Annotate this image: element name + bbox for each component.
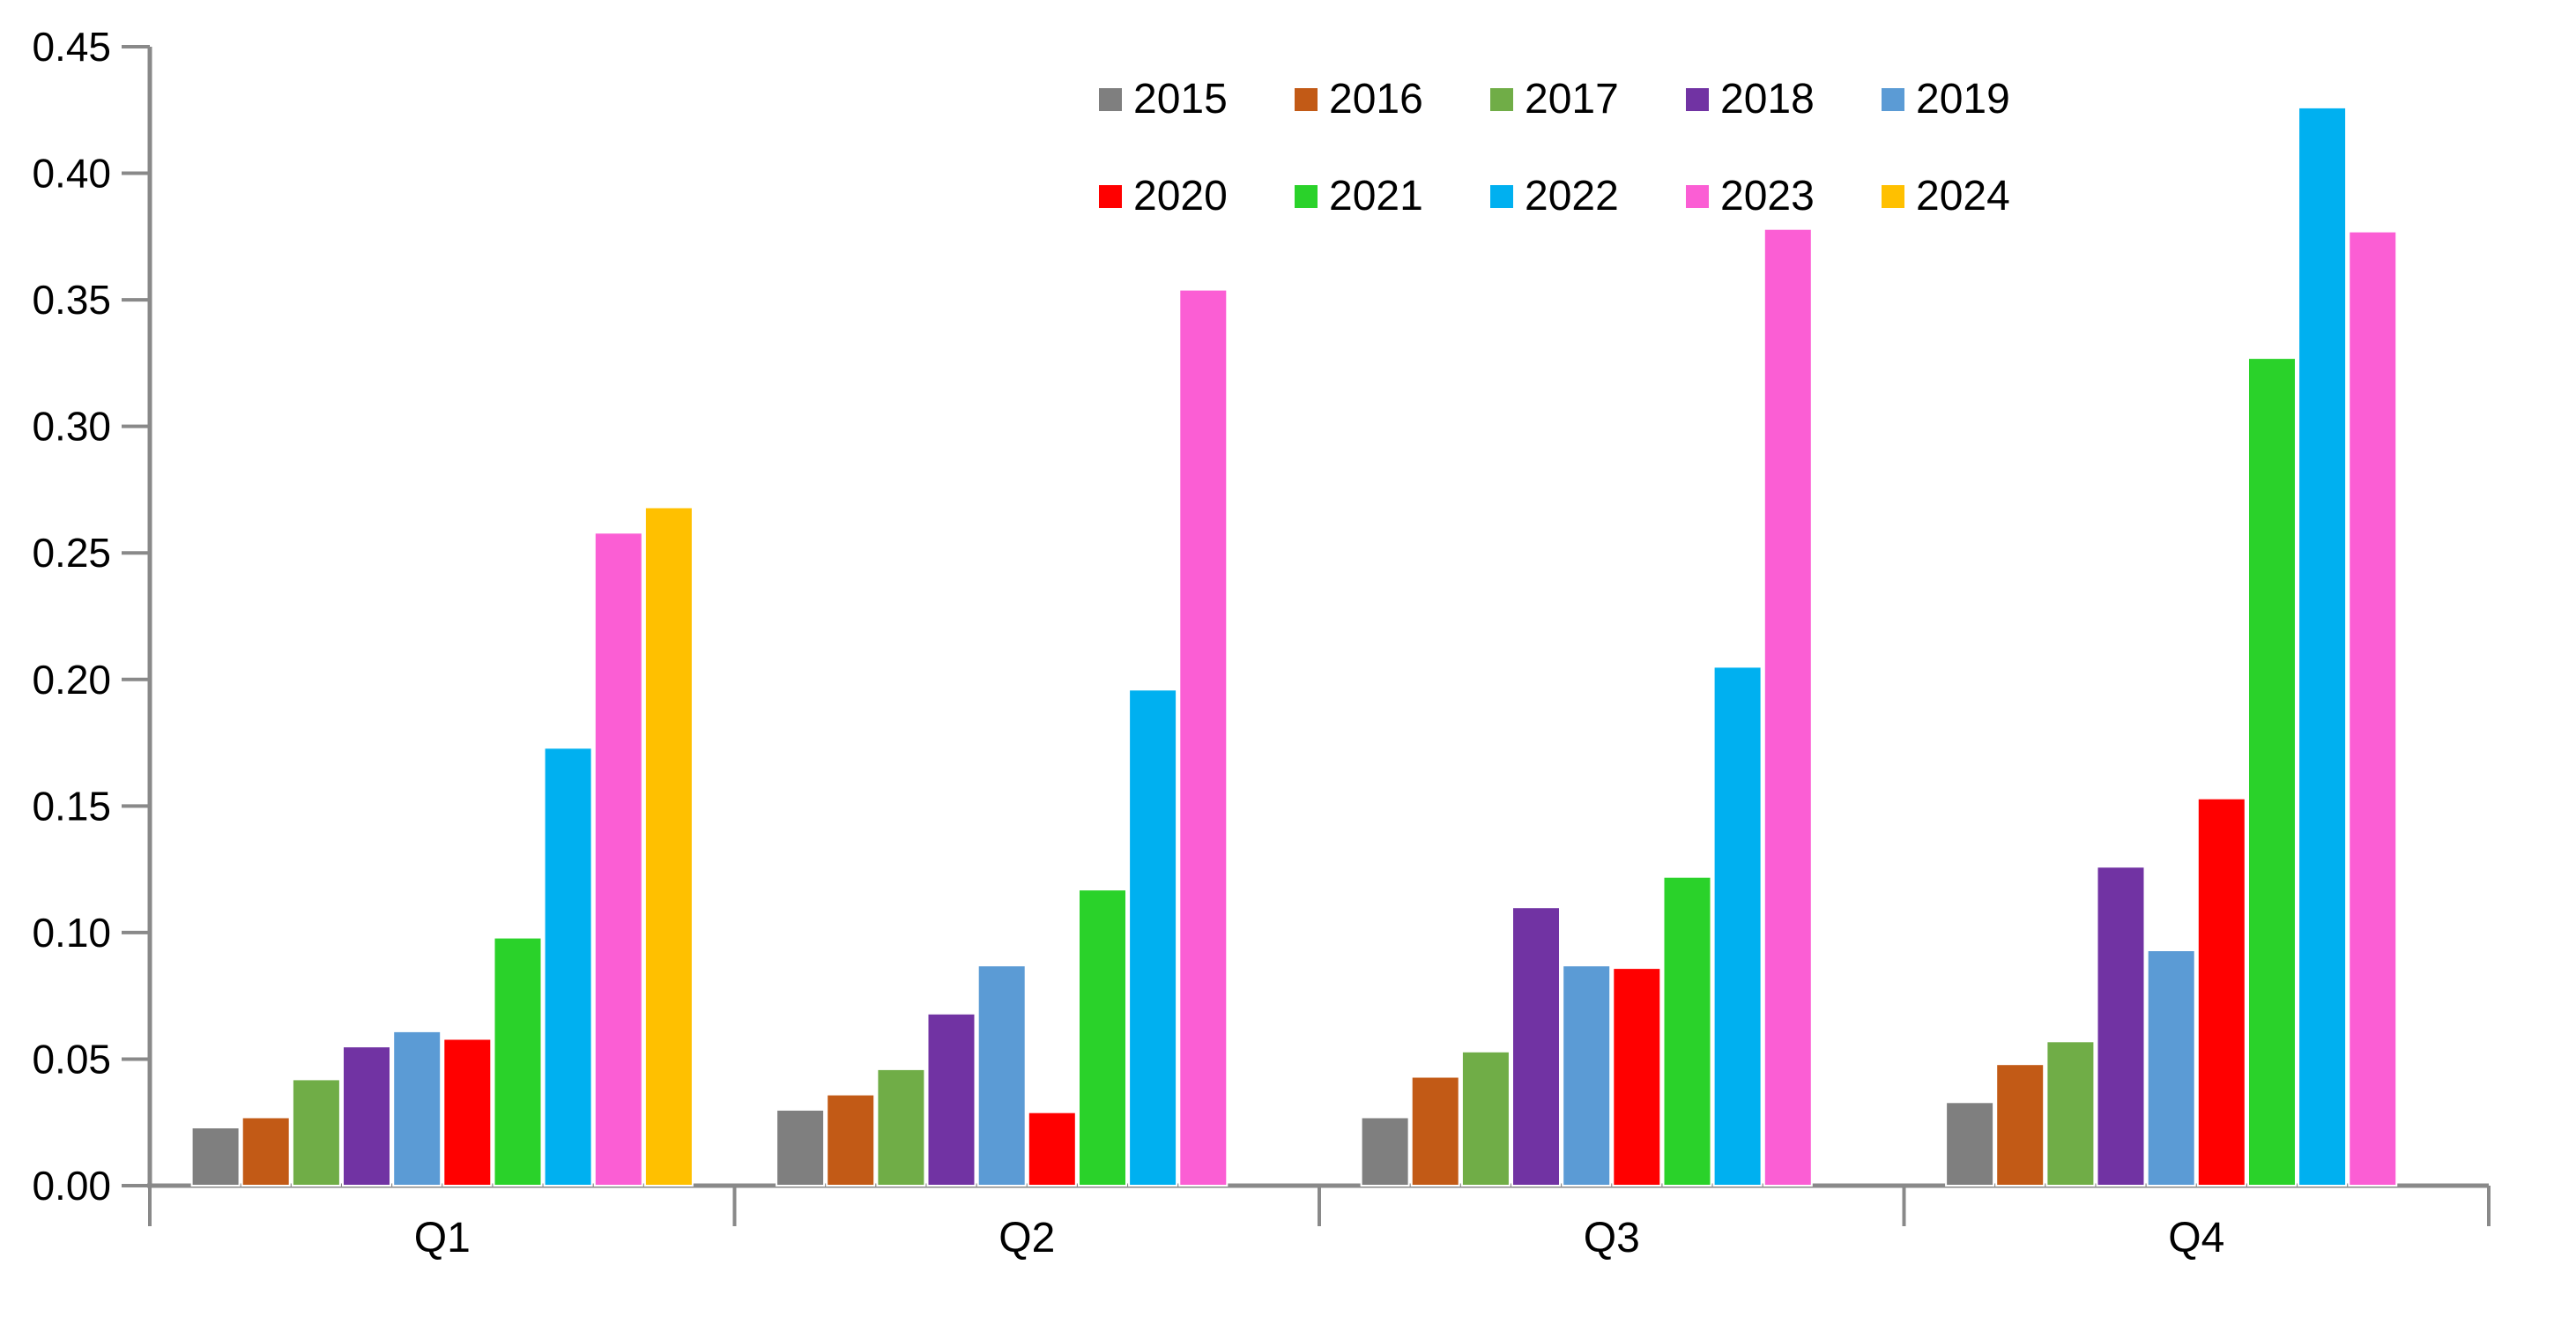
legend-swatch-icon <box>1295 185 1318 208</box>
legend-label: 2015 <box>1133 76 1228 123</box>
bar-2017-Q1 <box>291 1078 341 1187</box>
bar-2016-Q2 <box>826 1093 876 1187</box>
y-axis-tick-label: 0.40 <box>32 151 111 197</box>
legend-row: 2020 2021 2022 2023 2024 <box>1099 148 2077 245</box>
bar-2024-Q1 <box>643 506 694 1187</box>
legend-item-2022: 2022 <box>1490 175 1686 218</box>
bar-2021-Q2 <box>1078 889 1127 1187</box>
y-axis-tick-label: 0.10 <box>32 910 111 956</box>
bar-2018-Q2 <box>926 1012 976 1187</box>
bar-2023-Q2 <box>1178 288 1229 1187</box>
legend-item-2019: 2019 <box>1882 78 2077 121</box>
legend-swatch-icon <box>1099 185 1122 208</box>
bar-2020-Q1 <box>442 1038 493 1187</box>
legend-item-2018: 2018 <box>1686 78 1882 121</box>
legend-item-2016: 2016 <box>1295 78 1490 121</box>
bar-2020-Q2 <box>1027 1111 1077 1187</box>
bar-2022-Q2 <box>1128 688 1178 1187</box>
legend-item-2024: 2024 <box>1882 175 2077 218</box>
y-axis-tick-label: 0.35 <box>32 277 111 323</box>
legend-swatch-icon <box>1686 185 1709 208</box>
legend-label: 2022 <box>1525 173 1619 220</box>
legend-swatch-icon <box>1490 185 1513 208</box>
legend-swatch-icon <box>1295 88 1318 111</box>
bar-2016-Q1 <box>241 1116 291 1187</box>
bar-2022-Q1 <box>543 747 593 1187</box>
y-axis-tick-label: 0.15 <box>32 783 111 829</box>
legend-label: 2024 <box>1916 173 2010 220</box>
bar-2017-Q2 <box>876 1068 926 1187</box>
y-axis-tick-label: 0.05 <box>32 1036 111 1082</box>
bar-2019-Q4 <box>2146 949 2196 1187</box>
bar-2016-Q3 <box>1410 1075 1460 1187</box>
legend-item-2023: 2023 <box>1686 175 1882 218</box>
bar-2016-Q4 <box>1995 1063 2045 1187</box>
bar-2020-Q4 <box>2196 797 2246 1187</box>
bar-2019-Q1 <box>392 1030 442 1187</box>
x-axis-category-label: Q3 <box>1584 1215 1640 1261</box>
bar-2018-Q4 <box>2096 866 2146 1187</box>
legend-swatch-icon <box>1882 88 1904 111</box>
legend-item-2020: 2020 <box>1099 175 1295 218</box>
bar-2018-Q1 <box>342 1045 391 1187</box>
legend-label: 2021 <box>1329 173 1423 220</box>
chart-legend: 2015 2016 2017 2018 2019 2020 2021 2022 2023 2024 <box>1099 51 2077 245</box>
legend-item-2021: 2021 <box>1295 175 1490 218</box>
legend-item-2015: 2015 <box>1099 78 1295 121</box>
bar-2015-Q4 <box>1945 1101 1995 1187</box>
bar-2023-Q4 <box>2348 230 2398 1187</box>
bar-2015-Q1 <box>190 1127 241 1187</box>
legend-label: 2023 <box>1720 173 1815 220</box>
legend-swatch-icon <box>1882 185 1904 208</box>
bar-2017-Q3 <box>1460 1050 1511 1187</box>
bar-2017-Q4 <box>2045 1040 2096 1187</box>
legend-label: 2017 <box>1525 76 1619 123</box>
legend-swatch-icon <box>1099 88 1122 111</box>
legend-label: 2019 <box>1916 76 2010 123</box>
bar-2022-Q4 <box>2298 106 2348 1187</box>
bar-2019-Q2 <box>976 964 1027 1187</box>
bar-2021-Q1 <box>493 936 543 1187</box>
bar-2019-Q3 <box>1562 964 1612 1187</box>
legend-swatch-icon <box>1490 88 1513 111</box>
bar-2015-Q2 <box>776 1108 826 1187</box>
legend-item-2017: 2017 <box>1490 78 1686 121</box>
legend-label: 2016 <box>1329 76 1423 123</box>
bar-2015-Q3 <box>1360 1116 1410 1187</box>
legend-label: 2018 <box>1720 76 1815 123</box>
legend-label: 2020 <box>1133 173 1228 220</box>
y-axis-tick-label: 0.00 <box>32 1163 111 1209</box>
y-axis-tick-label: 0.25 <box>32 530 111 576</box>
bar-2023-Q1 <box>593 532 643 1187</box>
bar-2018-Q3 <box>1511 906 1561 1187</box>
bar-2020-Q3 <box>1612 967 1662 1187</box>
bar-2022-Q3 <box>1712 666 1763 1187</box>
bar-2023-Q3 <box>1763 227 1813 1187</box>
legend-row: 2015 2016 2017 2018 2019 <box>1099 51 2077 148</box>
x-axis-category-label: Q1 <box>414 1215 471 1261</box>
legend-swatch-icon <box>1686 88 1709 111</box>
bar-2021-Q3 <box>1662 875 1712 1187</box>
x-axis-category-label: Q4 <box>2168 1215 2224 1261</box>
x-axis-category-label: Q2 <box>998 1215 1055 1261</box>
bar-2021-Q4 <box>2247 357 2297 1187</box>
y-axis-tick-label: 0.30 <box>32 404 111 450</box>
y-axis-tick-label: 0.45 <box>32 24 111 70</box>
y-axis-tick-label: 0.20 <box>32 657 111 703</box>
